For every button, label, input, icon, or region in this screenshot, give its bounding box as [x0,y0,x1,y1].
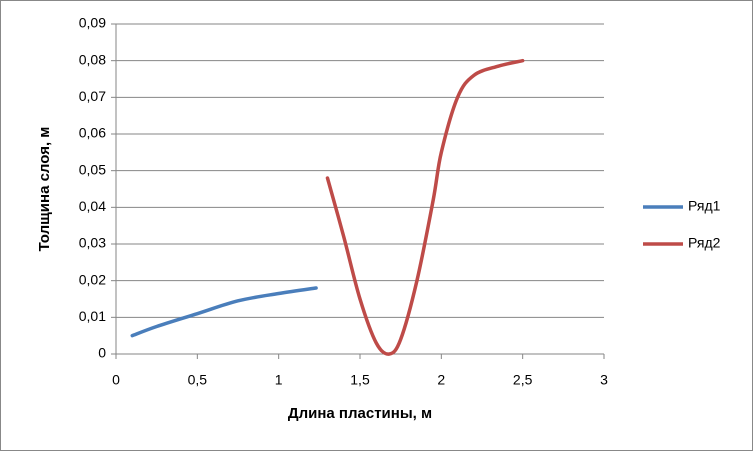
legend-label: Ряд2 [688,235,721,251]
legend-label: Ряд1 [688,198,721,214]
x-tick-label: 1 [275,372,283,388]
y-tick-label: 0,06 [79,125,106,141]
line-series [130,286,318,338]
y-tick-label: 0,04 [79,198,106,214]
y-tick-label: 0 [98,345,106,361]
y-tick-label: 0,02 [79,271,106,287]
y-tick-label: 0,03 [79,235,106,251]
y-tick-label: 0,05 [79,161,106,177]
x-tick-label: 1,5 [350,372,370,388]
x-tick-label: 0 [112,372,120,388]
x-axis-title: Длина пластины, м [288,405,432,422]
y-tick-label: 0,08 [79,51,106,67]
y-tick-label: 0,07 [79,88,106,104]
line-series [325,58,525,356]
x-tick-label: 0,5 [188,372,208,388]
x-tick-label: 2 [437,372,445,388]
y-tick-label: 0,01 [79,308,106,324]
y-tick-label: 0,09 [79,15,106,31]
x-tick-label: 3 [600,372,608,388]
y-axis-title: Толщина слоя, м [36,127,53,252]
x-tick-label: 2,5 [513,372,533,388]
